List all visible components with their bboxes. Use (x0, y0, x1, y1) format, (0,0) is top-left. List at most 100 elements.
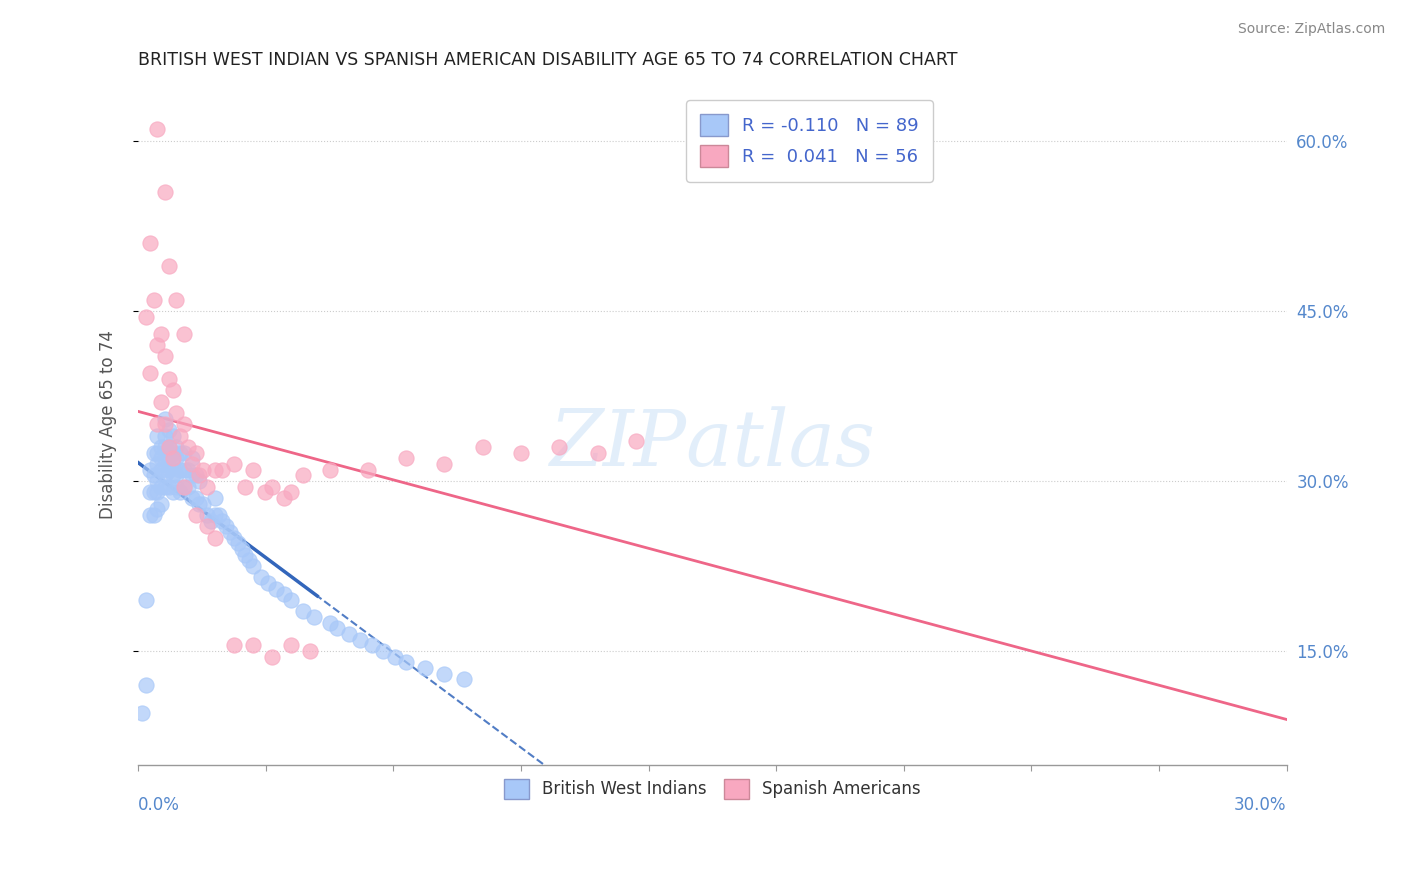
Point (153, 411, 176, 425)
Point (166, 480, 188, 494)
Point (264, 582, 287, 596)
Point (222, 457, 245, 471)
Text: 30.0%: 30.0% (1234, 797, 1286, 814)
Point (204, 508, 226, 522)
Point (471, 440, 494, 454)
Point (193, 497, 215, 511)
Point (162, 468, 184, 483)
Point (138, 485, 160, 500)
Point (173, 326, 195, 341)
Point (318, 615, 340, 630)
Point (138, 366, 160, 380)
Point (177, 440, 200, 454)
Point (153, 457, 176, 471)
Point (242, 559, 264, 574)
Point (150, 480, 173, 494)
Point (193, 463, 215, 477)
Point (142, 445, 165, 459)
Legend: British West Indians, Spanish Americans: British West Indians, Spanish Americans (496, 770, 929, 807)
Point (200, 514, 222, 528)
Point (142, 468, 165, 483)
Point (433, 666, 456, 681)
Point (262, 480, 284, 494)
Point (395, 451, 418, 466)
Point (150, 463, 173, 477)
Point (280, 593, 302, 607)
Point (166, 468, 188, 483)
Point (157, 440, 180, 454)
Point (204, 491, 226, 505)
Point (262, 649, 284, 664)
Point (146, 457, 169, 471)
Point (162, 384, 184, 398)
Point (153, 468, 176, 483)
Point (177, 463, 200, 477)
Point (384, 649, 406, 664)
Point (291, 604, 314, 618)
Point (184, 445, 207, 459)
Point (242, 639, 264, 653)
Point (150, 451, 173, 466)
Point (624, 434, 647, 449)
Point (162, 428, 184, 442)
Point (280, 485, 302, 500)
Point (146, 428, 169, 442)
Point (373, 644, 395, 658)
Point (162, 445, 184, 459)
Point (138, 463, 160, 477)
Point (273, 491, 295, 505)
Point (166, 451, 188, 466)
Point (169, 463, 191, 477)
Point (180, 468, 202, 483)
Point (146, 474, 169, 488)
Point (131, 706, 153, 721)
Point (180, 451, 202, 466)
Point (162, 485, 184, 500)
Point (235, 548, 257, 562)
Point (204, 531, 226, 545)
Point (433, 457, 456, 471)
Point (395, 656, 418, 670)
Point (291, 468, 314, 483)
Point (510, 445, 533, 459)
Point (166, 406, 188, 420)
Point (146, 417, 169, 432)
Text: ZIP​atlas: ZIP​atlas (550, 407, 876, 483)
Text: 0.0%: 0.0% (138, 797, 180, 814)
Point (337, 627, 360, 641)
Point (146, 338, 169, 352)
Y-axis label: Disability Age 65 to 74: Disability Age 65 to 74 (100, 330, 117, 519)
Point (242, 463, 264, 477)
Point (180, 491, 202, 505)
Point (135, 678, 157, 692)
Point (173, 417, 195, 432)
Point (135, 310, 157, 324)
Point (135, 593, 157, 607)
Point (238, 553, 260, 567)
Point (453, 673, 475, 687)
Point (153, 480, 176, 494)
Point (157, 463, 180, 477)
Point (142, 485, 165, 500)
Point (157, 259, 180, 273)
Point (253, 485, 276, 500)
Point (211, 514, 233, 528)
Point (150, 394, 173, 409)
Point (153, 440, 176, 454)
Point (173, 480, 195, 494)
Point (184, 491, 207, 505)
Text: Source: ZipAtlas.com: Source: ZipAtlas.com (1237, 22, 1385, 37)
Point (169, 485, 191, 500)
Point (150, 326, 173, 341)
Point (219, 524, 242, 539)
Point (157, 451, 180, 466)
Point (153, 428, 176, 442)
Point (150, 497, 173, 511)
Point (157, 423, 180, 437)
Point (280, 639, 302, 653)
Point (318, 463, 340, 477)
Point (142, 508, 165, 522)
Point (153, 417, 176, 432)
Point (222, 639, 245, 653)
Point (146, 122, 169, 136)
